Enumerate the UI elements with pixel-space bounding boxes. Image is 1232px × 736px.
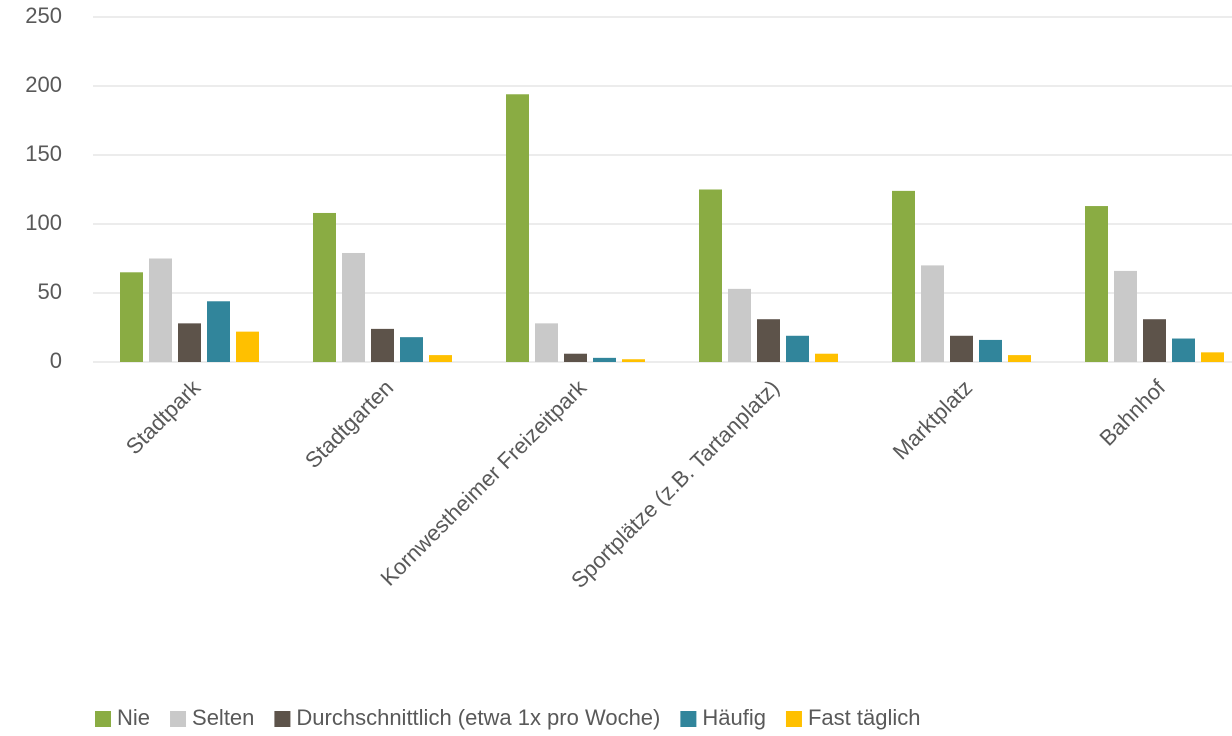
bar xyxy=(921,265,944,362)
bar xyxy=(950,335,973,362)
bar xyxy=(120,272,143,362)
legend-swatch xyxy=(785,711,802,727)
bar xyxy=(815,353,838,362)
legend-swatch xyxy=(274,711,291,727)
bar xyxy=(400,337,423,362)
legend-label: Häufig xyxy=(702,705,766,730)
bar xyxy=(371,328,394,362)
bar xyxy=(892,190,915,362)
bar xyxy=(506,94,529,362)
bar xyxy=(342,252,365,362)
legend-swatch xyxy=(170,711,187,727)
bar xyxy=(1008,355,1031,362)
y-tick-label: 150 xyxy=(25,141,62,166)
bar xyxy=(429,355,452,362)
x-tick-label: Stadtgarten xyxy=(300,375,398,473)
bar xyxy=(593,357,616,362)
bar xyxy=(757,319,780,362)
bar xyxy=(699,189,722,362)
legend-swatch xyxy=(680,711,697,727)
bar xyxy=(535,323,558,362)
legend-label: Selten xyxy=(192,705,254,730)
bar xyxy=(236,331,259,362)
bar xyxy=(622,359,645,362)
bar xyxy=(728,288,751,362)
x-tick-label: Kornwestheimer Freizeitpark xyxy=(375,374,591,590)
y-tick-label: 50 xyxy=(38,279,62,304)
x-tick-label: Marktplatz xyxy=(888,375,977,464)
bar xyxy=(207,301,230,362)
bar xyxy=(1085,206,1108,362)
legend-label: Nie xyxy=(117,705,150,730)
bar xyxy=(1201,352,1224,362)
legend-label: Fast täglich xyxy=(808,705,921,730)
y-tick-label: 0 xyxy=(50,348,62,373)
bar xyxy=(313,212,336,362)
bar xyxy=(786,335,809,362)
bar xyxy=(979,339,1002,362)
legend-label: Durchschnittlich (etwa 1x pro Woche) xyxy=(296,705,660,730)
y-tick-label: 200 xyxy=(25,72,62,97)
bar xyxy=(1114,270,1137,362)
y-tick-label: 100 xyxy=(25,210,62,235)
bar xyxy=(1172,338,1195,362)
x-tick-label: Sportplätze (z.B. Tartanplatz) xyxy=(566,375,784,593)
x-tick-label: Bahnhof xyxy=(1095,374,1171,450)
legend-swatch xyxy=(95,711,111,727)
bar xyxy=(564,353,587,362)
x-tick-label: Stadtpark xyxy=(121,374,206,459)
bar xyxy=(149,258,172,362)
bar xyxy=(178,323,201,362)
y-tick-label: 250 xyxy=(25,3,62,28)
bar xyxy=(1143,319,1166,362)
